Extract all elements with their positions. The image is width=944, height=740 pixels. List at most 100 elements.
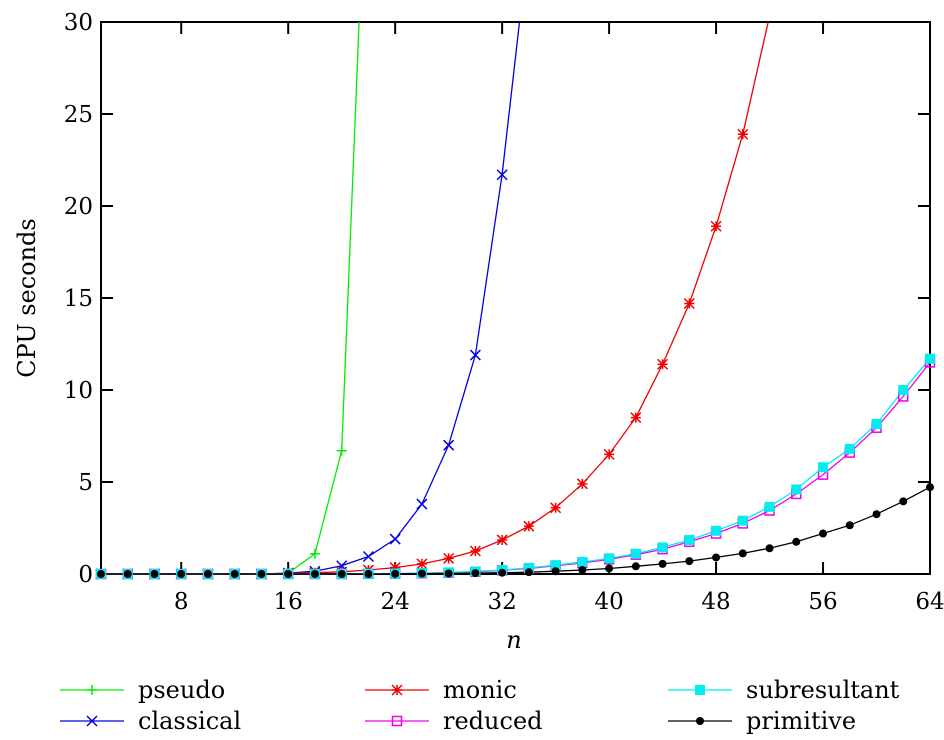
- data-point-subresultant: [711, 525, 722, 536]
- data-point-subresultant: [764, 501, 775, 512]
- legend-marker: [391, 684, 403, 696]
- data-point-subresultant: [791, 484, 802, 495]
- data-point-primitive: [792, 537, 801, 546]
- y-tick-label: 5: [78, 470, 93, 496]
- y-tick-label: 30: [64, 10, 93, 36]
- data-point-primitive: [177, 570, 186, 578]
- data-point-primitive: [578, 565, 587, 574]
- y-tick-label: 15: [64, 286, 93, 312]
- data-point-primitive: [685, 557, 694, 566]
- legend-marker: [87, 685, 97, 695]
- data-point-monic: [550, 502, 562, 514]
- x-tick-label: 24: [381, 589, 410, 615]
- data-point-primitive: [498, 568, 507, 577]
- y-tick-label: 20: [64, 194, 93, 220]
- legend-item-pseudo: pseudo: [60, 676, 225, 704]
- data-point-primitive: [150, 570, 159, 578]
- data-point-primitive: [257, 570, 266, 578]
- data-point-monic: [389, 562, 401, 574]
- data-point-subresultant: [523, 562, 534, 573]
- data-point-primitive: [845, 521, 854, 530]
- legend: pseudo classical monic reduced subresultant p…: [60, 676, 900, 735]
- series-line-subresultant: [101, 358, 931, 575]
- data-point-primitive: [819, 529, 828, 538]
- axis-ticks: 8 16 24 32 40 48 56 64 0 5 10 15 20 25 30: [64, 10, 944, 615]
- data-point-monic: [683, 297, 695, 310]
- data-point-subresultant: [550, 560, 561, 571]
- legend-item-classical: classical: [60, 707, 241, 735]
- data-point-primitive: [765, 544, 774, 553]
- y-tick-label: 25: [64, 102, 93, 128]
- data-point-monic: [603, 448, 615, 460]
- legend-label: pseudo: [138, 676, 225, 704]
- data-point-primitive: [364, 570, 373, 578]
- data-point-monic: [630, 412, 642, 424]
- data-point-subresultant: [604, 553, 615, 564]
- data-point-primitive: [310, 570, 319, 578]
- data-point-primitive: [738, 549, 747, 558]
- x-tick-label: 32: [487, 589, 516, 615]
- data-point-primitive: [417, 569, 426, 578]
- data-point-subresultant: [871, 419, 882, 430]
- data-point-monic: [443, 552, 455, 564]
- x-axis-label: n: [506, 626, 521, 654]
- x-tick-label: 64: [915, 589, 944, 615]
- series-line-pseudo: [101, 21, 360, 575]
- legend-item-primitive: primitive: [668, 707, 856, 735]
- data-point-classical: [496, 169, 508, 181]
- legend-marker: [695, 685, 705, 695]
- data-point-primitive: [899, 497, 908, 506]
- data-point-monic: [710, 220, 722, 232]
- data-point-pseudo: [336, 445, 347, 456]
- legend-label: primitive: [746, 707, 856, 735]
- data-point-monic: [523, 520, 535, 532]
- legend-label: subresultant: [746, 676, 900, 704]
- legend-item-subresultant: subresultant: [668, 676, 900, 704]
- data-point-subresultant: [684, 534, 695, 545]
- x-tick-label: 16: [274, 589, 303, 615]
- data-point-classical: [389, 533, 401, 545]
- data-point-primitive: [524, 568, 533, 577]
- legend-marker: [391, 715, 403, 727]
- series-markers: [95, 128, 936, 580]
- legend-marker: [86, 715, 98, 727]
- data-point-monic: [469, 545, 481, 557]
- data-point-primitive: [631, 562, 640, 571]
- data-point-subresultant: [818, 462, 829, 473]
- data-point-subresultant: [737, 515, 748, 526]
- legend-item-monic: monic: [365, 676, 517, 704]
- legend-label: reduced: [443, 707, 543, 735]
- x-tick-label: 56: [808, 589, 837, 615]
- data-point-monic: [737, 128, 749, 140]
- x-tick-label: 40: [594, 589, 623, 615]
- data-point-monic: [657, 358, 669, 370]
- data-point-primitive: [97, 570, 105, 578]
- data-point-subresultant: [630, 548, 641, 559]
- series-line-reduced: [101, 361, 931, 575]
- series-line-primitive: [101, 486, 931, 575]
- data-point-primitive: [337, 570, 346, 578]
- series-line-classical: [101, 21, 521, 575]
- data-point-primitive: [284, 570, 293, 578]
- data-point-subresultant: [898, 385, 909, 395]
- data-point-monic: [576, 478, 588, 490]
- plot-frame: [100, 21, 931, 575]
- data-point-primitive: [444, 569, 453, 578]
- data-point-monic: [496, 534, 508, 546]
- y-tick-label: 10: [64, 378, 93, 404]
- data-point-primitive: [658, 559, 667, 568]
- data-point-primitive: [471, 569, 480, 578]
- legend-marker: [696, 717, 704, 725]
- data-point-primitive: [123, 570, 132, 578]
- legend-label: classical: [138, 707, 241, 735]
- data-point-primitive: [926, 483, 934, 492]
- x-tick-label: 48: [701, 589, 730, 615]
- data-point-subresultant: [657, 542, 668, 553]
- data-point-monic: [416, 558, 428, 570]
- x-tick-label: 8: [174, 589, 189, 615]
- data-point-primitive: [712, 553, 721, 562]
- legend-item-reduced: reduced: [365, 707, 543, 735]
- data-point-subresultant: [844, 443, 855, 454]
- data-point-primitive: [391, 569, 400, 578]
